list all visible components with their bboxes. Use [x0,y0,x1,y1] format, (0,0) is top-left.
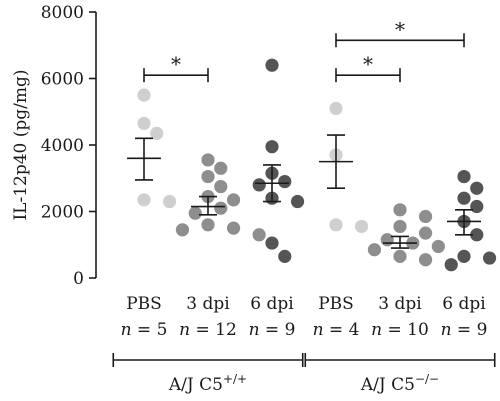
sample-size-label: n = 5 [121,320,168,340]
data-point [418,253,433,267]
data-point [290,194,305,209]
data-point [150,126,164,140]
n-symbol: n [371,320,382,340]
x-category-label: 6 dpi [442,294,486,314]
data-point [137,193,151,207]
data-point [214,201,228,215]
data-point [380,233,394,247]
n-symbol: n [313,320,324,340]
n-value: = 9 [452,320,488,340]
data-point [482,251,497,265]
data-point [470,228,484,242]
data-point [252,178,266,192]
data-point [393,219,407,234]
n-symbol: n [249,320,260,340]
data-point [278,174,292,189]
data-point [201,218,215,232]
data-point [393,249,407,263]
group-label: A/J C5+/+ [168,372,247,395]
data-point [252,228,266,242]
group-bracket: A/J C5−/− [304,353,496,395]
significance-bracket: * [335,17,465,48]
y-tick-label: 2000 [41,203,84,223]
group-label: A/J C5−/− [360,372,439,395]
data-point [214,161,228,175]
data-point [329,218,343,232]
n-symbol: n [121,320,132,340]
data-point [201,169,215,184]
sample-size-label: n = 9 [249,320,296,340]
n-symbol: n [441,320,452,340]
significance-star: * [363,52,373,76]
sample-size-label: n = 10 [371,320,429,340]
data-point [278,249,292,263]
n-value: = 5 [132,320,168,340]
data-point [354,219,369,234]
data-point [137,116,151,130]
x-category-labels: PBS n = 5 3 dpi n = 12 6 dpi n = 9 PBS n = 4 3 d… [121,294,488,340]
group-label-genotype: −/− [415,372,439,386]
y-tick-label: 6000 [41,70,84,90]
x-category-label: 3 dpi [378,294,422,314]
data-point [265,236,279,250]
y-ticks: 0 2000 4000 6000 8000 [41,3,96,289]
y-tick-label: 8000 [41,3,84,23]
x-category-label: 3 dpi [186,294,230,314]
data-point [265,140,279,154]
x-category-label: PBS [318,294,354,314]
data-point [367,243,382,257]
data-point [418,226,433,240]
data-point [457,169,471,184]
y-tick-label: 0 [73,269,84,289]
data-point [226,221,241,235]
y-axis-label: IL-12p40 (pg/mg) [11,69,31,220]
y-tick-label: 4000 [41,136,84,156]
data-point [188,206,202,220]
data-point [265,58,279,72]
x-category-label: 6 dpi [250,294,294,314]
data-point [470,199,484,214]
data-point [444,258,458,272]
data-point [457,249,471,263]
group-bracket: A/J C5+/+ [112,353,304,395]
data-point [226,193,241,207]
group-label-genotype: +/+ [223,372,247,386]
significance-brackets: * * * [143,17,465,83]
sample-size-label: n = 12 [179,320,237,340]
data-point [470,181,484,195]
data-point [457,191,471,205]
data-point [214,179,228,194]
data-point [393,203,407,217]
n-value: = 9 [260,320,296,340]
group-labels: A/J C5+/+ A/J C5−/− [112,353,496,395]
data-point [162,194,177,209]
mean-sem-bars [127,134,481,249]
significance-star: * [395,17,405,41]
data-point [329,101,343,116]
n-value: = 10 [382,320,429,340]
significance-bracket: * [335,52,401,83]
data-points [137,58,497,272]
n-symbol: n [179,320,190,340]
sample-size-label: n = 9 [441,320,488,340]
data-point [418,209,433,224]
y-axis: 0 2000 4000 6000 8000 IL-12p40 (pg/mg) [11,3,97,289]
group-label-base: A/J C5 [360,375,415,395]
data-point [137,88,151,102]
data-point [201,153,215,167]
n-value: = 4 [324,320,360,340]
significance-star: * [171,52,181,76]
significance-bracket: * [143,52,209,83]
x-category-label: PBS [126,294,162,314]
n-value: = 12 [190,320,237,340]
sample-size-label: n = 4 [313,320,360,340]
data-point [431,239,445,254]
data-point [175,223,190,237]
group-label-base: A/J C5 [168,375,223,395]
